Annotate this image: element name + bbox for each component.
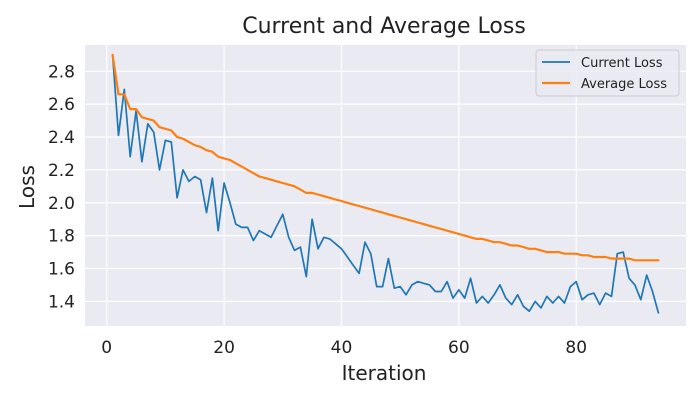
current-loss-line bbox=[111, 54, 660, 314]
x-tick-label: 60 bbox=[448, 338, 470, 358]
x-tick-label: 80 bbox=[565, 338, 587, 358]
y-axis-label: Loss bbox=[15, 165, 39, 209]
y-tick-label: 1.8 bbox=[48, 227, 75, 247]
chart-title: Current and Average Loss bbox=[242, 14, 526, 39]
average-loss-line bbox=[111, 53, 660, 262]
y-tick-label: 1.4 bbox=[48, 292, 75, 312]
legend-label-average-loss: Average Loss bbox=[581, 77, 667, 92]
y-axis-ticks: 1.4 1.6 1.8 2.0 2.2 2.4 2.6 2.8 bbox=[48, 62, 75, 312]
y-tick-label: 1.6 bbox=[48, 259, 75, 279]
y-tick-label: 2.8 bbox=[48, 62, 75, 82]
x-axis-ticks: 0 20 40 60 80 bbox=[101, 338, 587, 358]
legend-label-current-loss: Current Loss bbox=[581, 56, 663, 71]
y-tick-label: 2.6 bbox=[48, 95, 75, 115]
y-tick-label: 2.4 bbox=[48, 128, 75, 148]
x-tick-label: 20 bbox=[213, 338, 235, 358]
x-axis-label: Iteration bbox=[342, 361, 427, 385]
legend-box bbox=[535, 49, 680, 97]
y-tick-label: 2.0 bbox=[48, 194, 75, 214]
x-tick-label: 0 bbox=[101, 338, 112, 358]
y-tick-label: 2.2 bbox=[48, 161, 75, 181]
x-tick-label: 40 bbox=[331, 338, 353, 358]
series-lines bbox=[111, 53, 660, 314]
legend: Current Loss Average Loss bbox=[535, 49, 680, 97]
